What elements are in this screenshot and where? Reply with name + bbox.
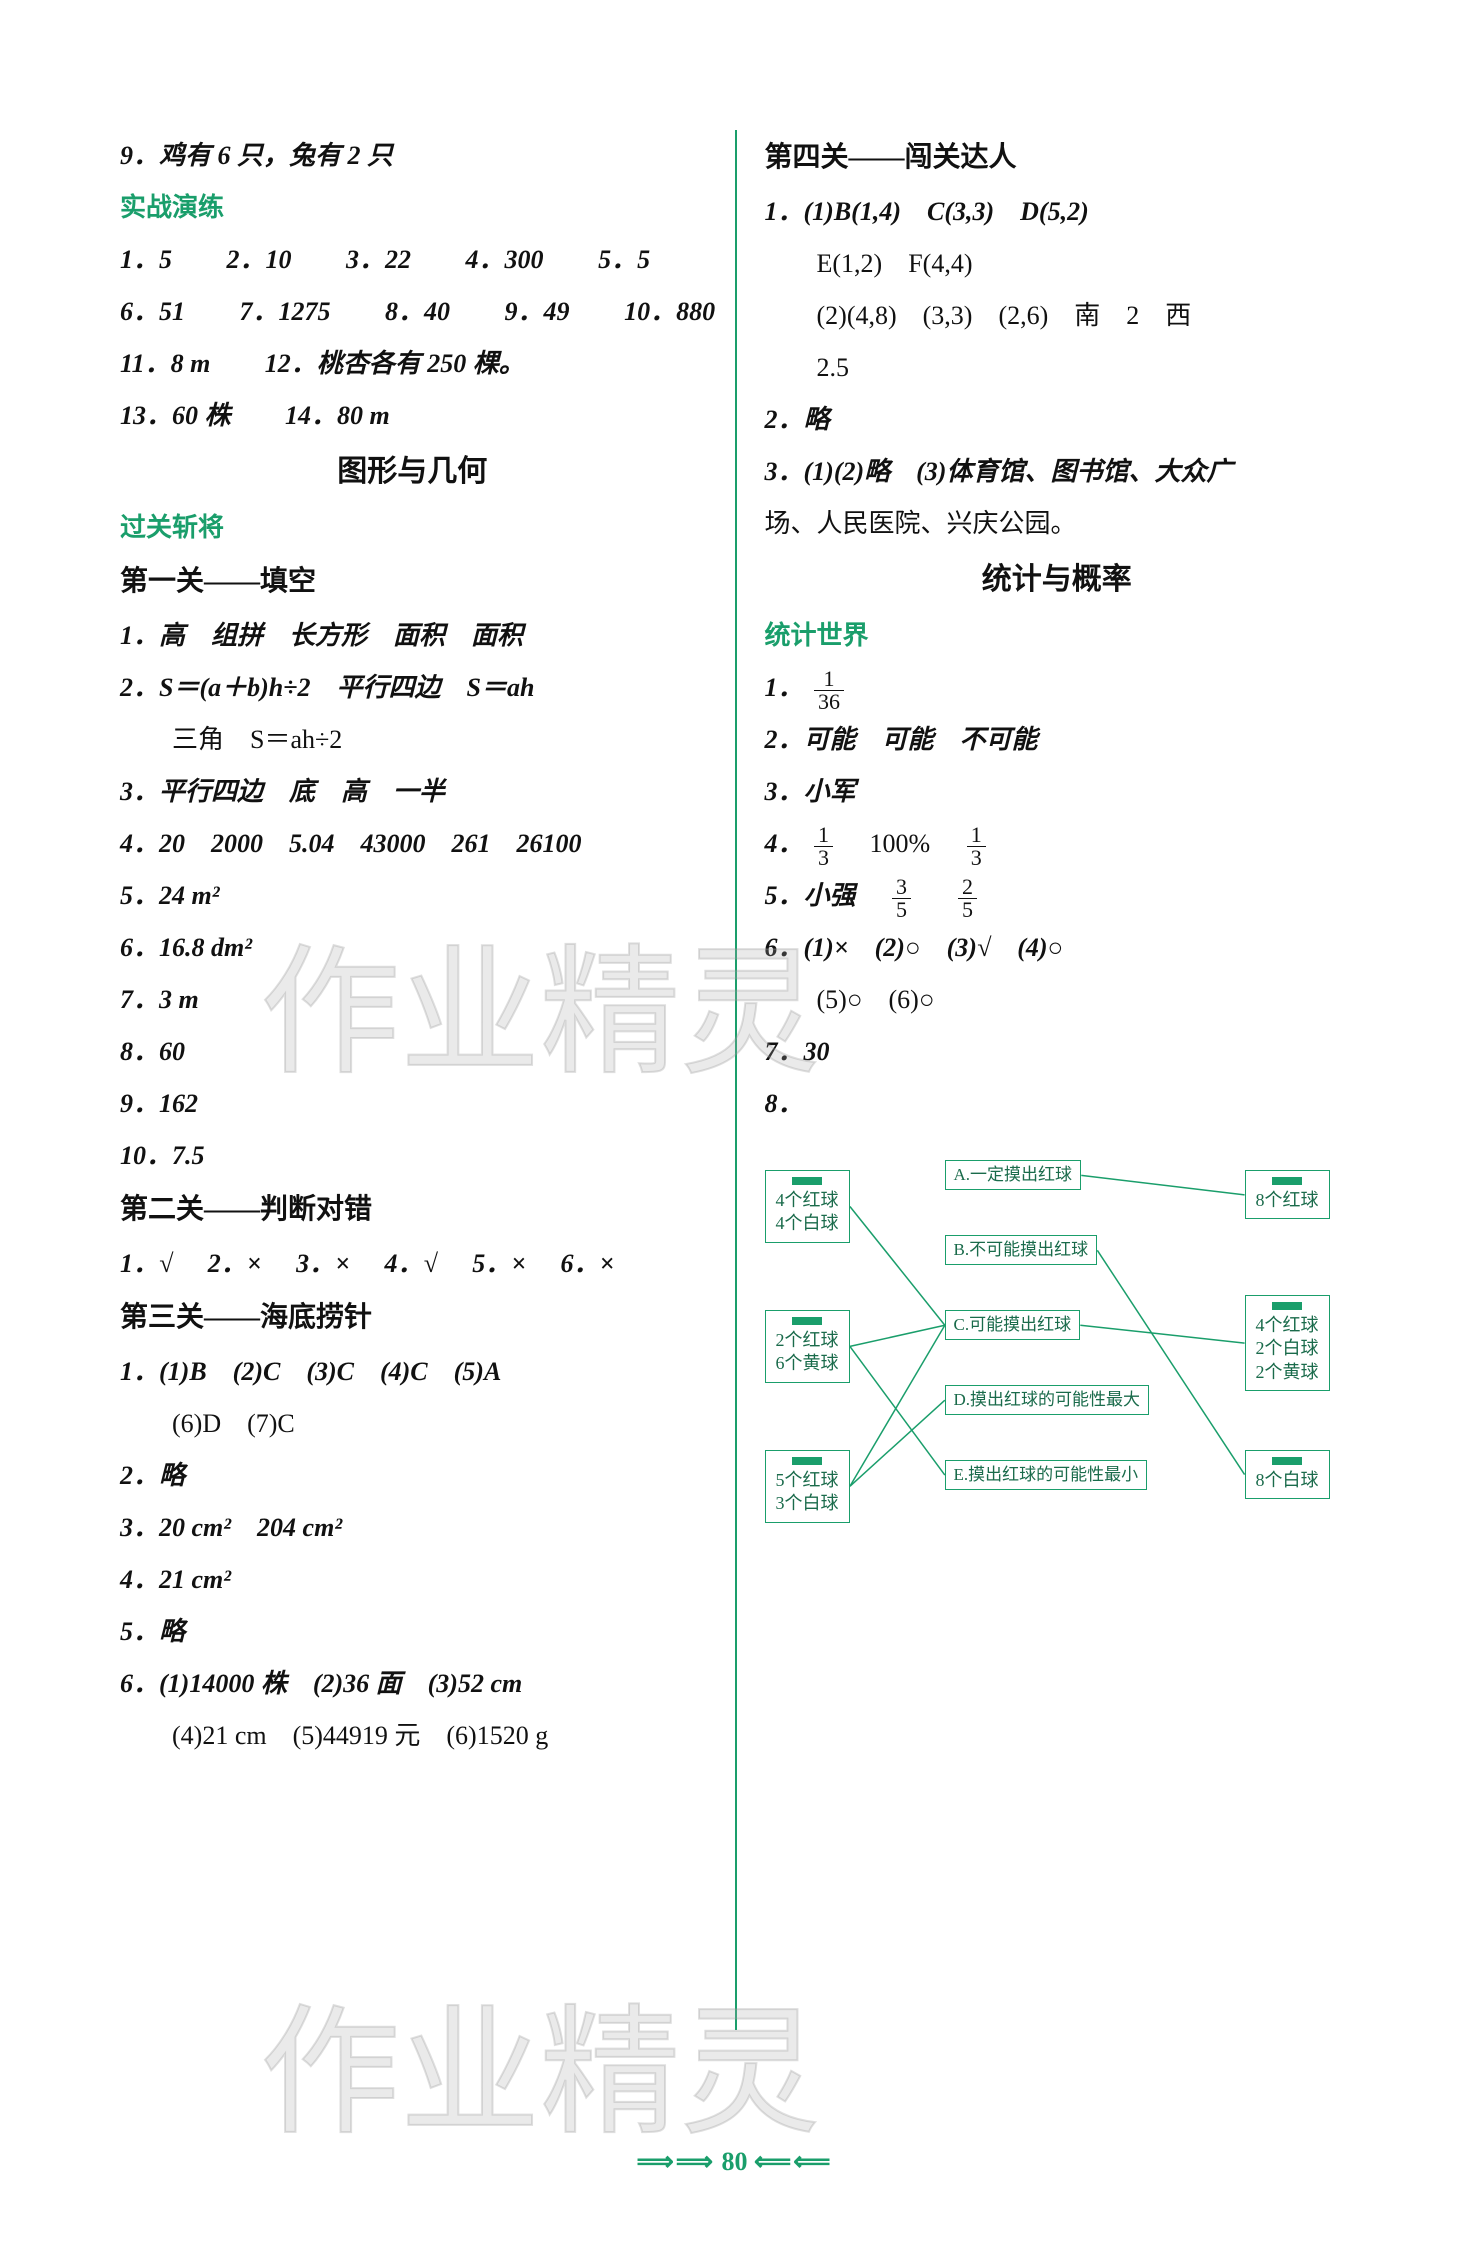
text-line: 9．鸡有 6 只，兔有 2 只 (120, 130, 705, 182)
answer-row: 11．8 m 12．桃杏各有 250 棵。 (120, 338, 705, 390)
diagram-option: A.一定摸出红球 (945, 1160, 1082, 1190)
text-line: 2．S＝(a＋b)h÷2 平行四边 S＝ah (120, 662, 705, 714)
text-line: (4)21 cm (5)44919 元 (6)1520 g (120, 1710, 705, 1762)
diagram-box: 4个红球4个白球 (765, 1170, 850, 1243)
text-line: 5．小强 35 25 (765, 870, 1350, 922)
two-column-layout: 9．鸡有 6 只，兔有 2 只 实战演练 1．5 2．10 3．22 4．300… (120, 130, 1349, 2030)
page-number: 80 (722, 2147, 748, 2176)
chapter-title: 统计与概率 (765, 550, 1350, 610)
diagram-box: 5个红球3个白球 (765, 1450, 850, 1523)
text-line: 3．20 cm² 204 cm² (120, 1502, 705, 1554)
diagram-option: C.可能摸出红球 (945, 1310, 1081, 1340)
diagram-option: B.不可能摸出红球 (945, 1235, 1098, 1265)
text-line: 3．小军 (765, 766, 1350, 818)
text-line: 6．(1)14000 株 (2)36 面 (3)52 cm (120, 1658, 705, 1710)
text-line: 4．20 2000 5.04 43000 261 26100 (120, 818, 705, 870)
matching-diagram: 4个红球4个白球 2个红球6个黄球 5个红球3个白球 8个红球 4个红球2个白球2个黄球… (765, 1140, 1350, 1580)
fraction: 1 36 (814, 668, 844, 713)
section-heading: 实战演练 (120, 182, 705, 234)
text-line: 1． 1 36 (765, 662, 1350, 714)
answer-row: 1．5 2．10 3．22 4．300 5．5 (120, 234, 705, 286)
text-line: 4．21 cm² (120, 1554, 705, 1606)
text-line: 8． (765, 1078, 1350, 1130)
footer-deco-left: ⟹⟹ (636, 2147, 715, 2176)
text-line: 10．7.5 (120, 1130, 705, 1182)
text-line: (6)D (7)C (120, 1398, 705, 1450)
left-column: 9．鸡有 6 只，兔有 2 只 实战演练 1．5 2．10 3．22 4．300… (120, 130, 735, 2030)
text-line: (5)○ (6)○ (765, 974, 1350, 1026)
text-line: 2．略 (765, 394, 1350, 446)
answer-row: 1．√ 2．× 3．× 4．√ 5．× 6．× (120, 1238, 705, 1290)
diagram-box: 2个红球6个黄球 (765, 1310, 850, 1383)
diagram-option: D.摸出红球的可能性最大 (945, 1385, 1150, 1415)
page-footer: ⟹⟹ 80 ⟸⟸ (0, 2147, 1469, 2177)
text-line: 2．略 (120, 1450, 705, 1502)
text-line: 2.5 (765, 342, 1350, 394)
fraction: 25 (958, 876, 977, 921)
level-heading: 第四关——闯关达人 (765, 130, 1350, 186)
text-line: 3．平行四边 底 高 一半 (120, 766, 705, 818)
diagram-box: 4个红球2个白球2个黄球 (1245, 1295, 1330, 1391)
column-divider (735, 130, 737, 2030)
fraction: 13 (814, 824, 833, 869)
text-line: 4． 13 100% 13 (765, 818, 1350, 870)
chapter-title: 图形与几何 (120, 442, 705, 502)
text-line: 7．30 (765, 1026, 1350, 1078)
text-line: 1．(1)B(1,4) C(3,3) D(5,2) (765, 186, 1350, 238)
section-heading: 统计世界 (765, 610, 1350, 662)
text-line: 场、人民医院、兴庆公园。 (765, 498, 1350, 550)
text-line: 9．162 (120, 1078, 705, 1130)
right-column: 第四关——闯关达人 1．(1)B(1,4) C(3,3) D(5,2) E(1,… (735, 130, 1350, 2030)
diagram-box: 8个白球 (1245, 1450, 1330, 1499)
text-line: E(1,2) F(4,4) (765, 238, 1350, 290)
diagram-option: E.摸出红球的可能性最小 (945, 1460, 1148, 1490)
text-line: (2)(4,8) (3,3) (2,6) 南 2 西 (765, 290, 1350, 342)
answer-row: 6．51 7．1275 8．40 9．49 10．880 (120, 286, 705, 338)
text-line: 3．(1)(2)略 (3)体育馆、图书馆、大众广 (765, 446, 1350, 498)
diagram-box: 8个红球 (1245, 1170, 1330, 1219)
text-line: 5．24 m² (120, 870, 705, 922)
text-line: 7．3 m (120, 974, 705, 1026)
fraction: 13 (967, 824, 986, 869)
text-line: 6．(1)× (2)○ (3)√ (4)○ (765, 922, 1350, 974)
text-line: 8．60 (120, 1026, 705, 1078)
fraction: 35 (892, 876, 911, 921)
text-line: 1．(1)B (2)C (3)C (4)C (5)A (120, 1346, 705, 1398)
text-line: 6．16.8 dm² (120, 922, 705, 974)
answer-row: 13．60 株 14．80 m (120, 390, 705, 442)
page: 9．鸡有 6 只，兔有 2 只 实战演练 1．5 2．10 3．22 4．300… (0, 0, 1469, 2267)
text-line: 三角 S＝ah÷2 (120, 714, 705, 766)
text-line: 2．可能 可能 不可能 (765, 714, 1350, 766)
level-heading: 第三关——海底捞针 (120, 1290, 705, 1346)
text-line: 5．略 (120, 1606, 705, 1658)
level-heading: 第一关——填空 (120, 554, 705, 610)
footer-deco-right: ⟸⟸ (754, 2147, 833, 2176)
text-line: 1．高 组拼 长方形 面积 面积 (120, 610, 705, 662)
section-heading: 过关斩将 (120, 502, 705, 554)
level-heading: 第二关——判断对错 (120, 1182, 705, 1238)
